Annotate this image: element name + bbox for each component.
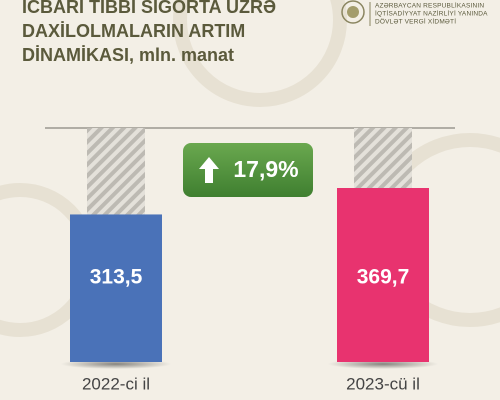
value-label: 369,7 bbox=[357, 266, 410, 289]
organization-name: İQTİSADİYYAT NAZİRLİYİ YANINDA bbox=[375, 9, 488, 18]
value-label: 313,5 bbox=[90, 266, 143, 289]
logo bbox=[341, 0, 371, 26]
x-tick-label: 2022-ci il bbox=[82, 374, 150, 393]
growth-badge bbox=[183, 143, 313, 197]
organization-name: DÖVLƏT VERGİ XİDMƏTİ bbox=[375, 17, 456, 26]
chart-title: İCBARİ TİBBİ SIĞORTA ÜZRƏ bbox=[22, 0, 276, 17]
x-tick-label: 2023-cü il bbox=[346, 374, 420, 393]
hatch-column bbox=[354, 128, 412, 188]
growth-label: 17,9% bbox=[233, 156, 298, 182]
chart-title: DAXİLOLMALARIN ARTIM bbox=[22, 21, 245, 41]
chart-title: DİNAMİKASI, mln. manat bbox=[22, 45, 234, 65]
bar bbox=[337, 188, 429, 362]
bar bbox=[70, 214, 162, 362]
hatch-column bbox=[87, 128, 145, 215]
organization-name: AZƏRBAYCAN RESPUBLİKASININ bbox=[375, 1, 484, 10]
